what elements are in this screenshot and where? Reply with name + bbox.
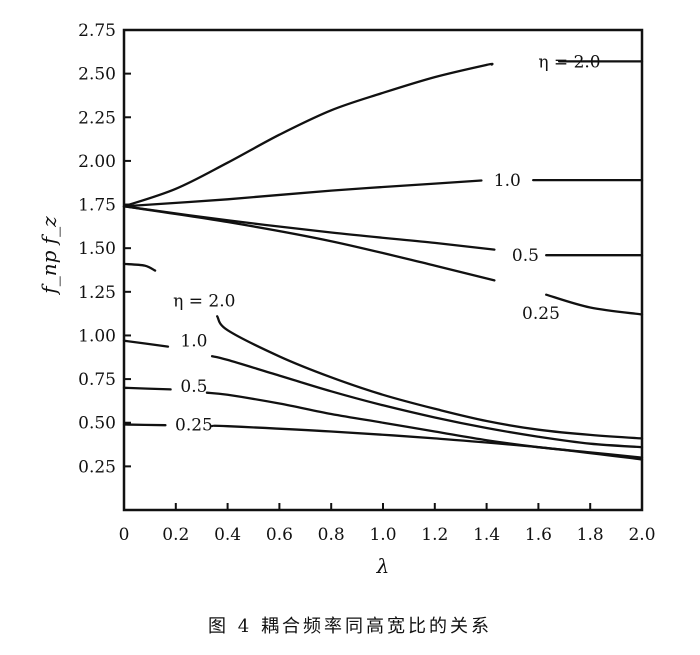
curve-line [545, 293, 644, 316]
x-tick-label: 0.2 [162, 525, 189, 545]
x-tick-label: 1.2 [421, 525, 448, 545]
curve-label: η = 2.0 [538, 52, 600, 72]
curve-labels: η = 2.0 1.0 0.5 0.25 η = 2.0 1.0 0.5 0.25 [173, 52, 600, 435]
y-tick-label: 2.25 [78, 108, 116, 128]
y-tick-label: 1.00 [78, 326, 116, 346]
y-tick-label: 2.00 [78, 152, 116, 172]
curve-line [122, 386, 172, 391]
y-axis-ticks: 0.25 0.50 0.75 1.00 1.25 1.50 1.75 2.00 2.25 2.50… [78, 21, 131, 477]
x-tick-label: 1.6 [525, 525, 552, 545]
curve-line [210, 424, 644, 461]
x-tick-label: 0.6 [266, 525, 293, 545]
curve-line [122, 179, 483, 208]
x-axis-ticks: 0 0.2 0.4 0.6 0.8 1.0 1.2 1.4 1.6 1.8 2.0 [119, 503, 656, 545]
x-tick-label: 1.4 [473, 525, 500, 545]
curve-line [122, 62, 494, 208]
y-tick-label: 2.75 [78, 21, 116, 41]
curve-line [122, 205, 496, 251]
x-tick-label: 2.0 [628, 525, 655, 545]
y-axis-label: f_np f_z [37, 216, 61, 296]
curve-line [122, 423, 167, 427]
y-tick-label: 1.50 [78, 239, 116, 259]
curve-label: 1.0 [180, 332, 207, 352]
curve-label: 0.25 [522, 304, 560, 324]
x-tick-label: 0.4 [214, 525, 241, 545]
x-tick-label: 0 [119, 525, 130, 545]
curve-label: 0.25 [175, 415, 213, 435]
x-tick-label: 1.0 [369, 525, 396, 545]
curve-line [122, 205, 496, 282]
curve-line [122, 262, 157, 272]
curve-line [216, 315, 644, 440]
curve-label: 1.0 [494, 171, 521, 191]
plot-frame [122, 28, 644, 512]
y-tick-label: 2.50 [78, 65, 116, 85]
curve-line [205, 391, 644, 459]
x-axis-label: λ [376, 554, 390, 578]
y-axis-label-group: f_np f_z [37, 216, 61, 296]
curve-line [122, 339, 170, 348]
curve-line [210, 355, 644, 449]
chart: 0 0.2 0.4 0.6 0.8 1.0 1.2 1.4 1.6 1.8 2.0 0.250.50… [37, 21, 656, 578]
figure-caption: 图 4 耦合频率同高宽比的关系 [208, 616, 492, 637]
x-tick-label: 0.8 [318, 525, 345, 545]
x-tick-label: 1.8 [577, 525, 604, 545]
curves [122, 60, 644, 461]
y-tick-label: 1.25 [78, 283, 116, 303]
curve-label: η = 2.0 [173, 292, 235, 312]
curve-label: 0.5 [180, 377, 207, 397]
y-tick-label: 0.25 [78, 457, 116, 477]
y-tick-label: 1.75 [78, 196, 116, 216]
curve-label: 0.5 [512, 246, 539, 266]
y-tick-label: 0.75 [78, 370, 116, 390]
y-tick-label: 0.50 [78, 414, 116, 434]
